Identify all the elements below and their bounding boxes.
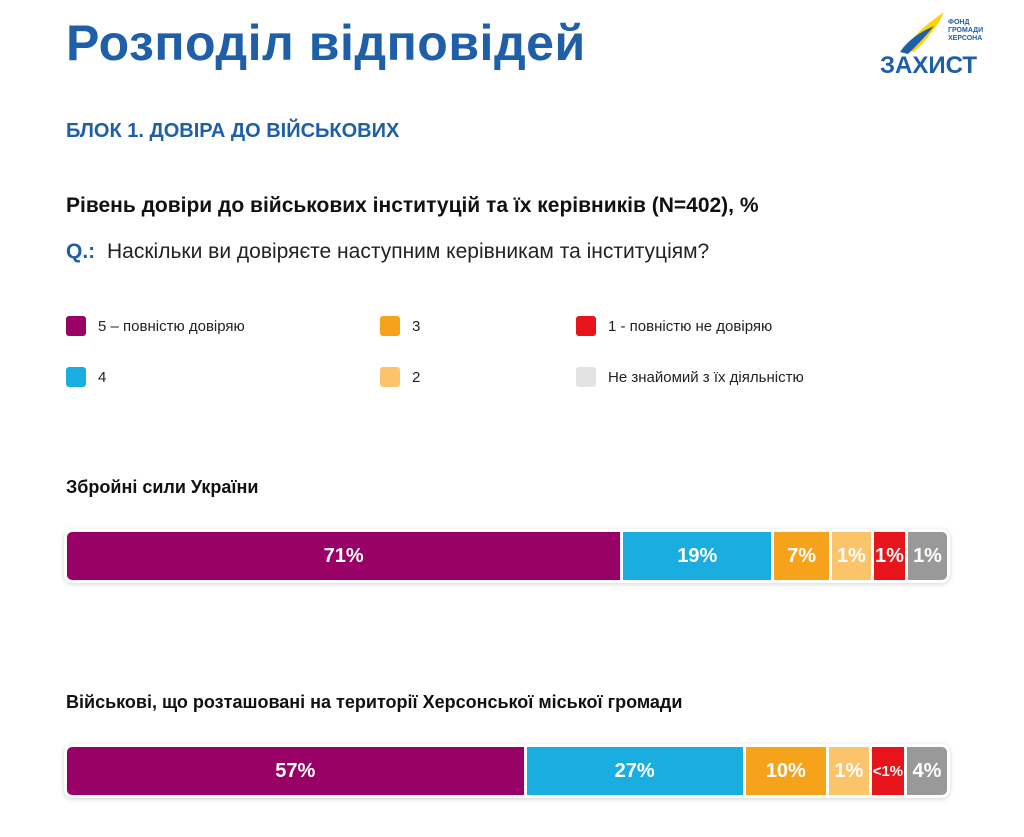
legend-item-2: 2: [380, 367, 420, 387]
svg-text:ЗАХИСТ: ЗАХИСТ: [880, 52, 977, 78]
bar-segment: 10%: [745, 747, 826, 795]
svg-text:ФОНД: ФОНД: [948, 19, 969, 26]
legend-item-5: 5 – повністю довіряю: [66, 316, 245, 336]
bar-track: 71% 19% 7% 1% 1% 1%: [67, 532, 947, 580]
legend-label: Не знайомий з їх діяльністю: [608, 368, 804, 386]
stacked-bar-local-military: 57% 27% 10% 1% <1% 4%: [64, 744, 950, 798]
bar-segment: 7%: [774, 532, 829, 580]
legend-swatch: [66, 367, 86, 387]
page-title: Розподіл відповідей: [66, 15, 586, 71]
bar-segment: 1%: [831, 532, 871, 580]
svg-text:ГРОМАДИ: ГРОМАДИ: [948, 27, 983, 34]
bar-segment: 1%: [828, 747, 869, 795]
block-title: БЛОК 1. ДОВІРА ДО ВІЙСЬКОВИХ: [66, 120, 400, 142]
logo: ФОНД ГРОМАДИ ХЕРСОНА ЗАХИСТ: [878, 6, 998, 79]
legend-label: 5 – повністю довіряю: [98, 317, 245, 335]
legend-label: 1 - повністю не довіряю: [608, 317, 773, 335]
bar-segment: <1%: [871, 747, 904, 795]
bar-segment: 57%: [67, 747, 524, 795]
legend-swatch: [66, 316, 86, 336]
question-prefix: Q.:: [66, 240, 96, 263]
logo-mark-icon: ФОНД ГРОМАДИ ХЕРСОНА ЗАХИСТ: [880, 12, 983, 79]
question: Q.: Наскільки ви довіряєте наступним кер…: [66, 240, 709, 264]
legend-item-1: 1 - повністю не довіряю: [576, 316, 772, 336]
bar-segment: 27%: [526, 747, 743, 795]
stacked-bar-armed-forces: 71% 19% 7% 1% 1% 1%: [64, 529, 950, 583]
svg-text:ХЕРСОНА: ХЕРСОНА: [948, 35, 982, 42]
row-label-local-military: Військові, що розташовані на території Х…: [66, 692, 683, 712]
legend-label: 2: [412, 368, 421, 386]
bar-segment: 71%: [67, 532, 621, 580]
legend-swatch: [380, 316, 400, 336]
bar-segment: 1%: [908, 532, 947, 580]
legend-swatch: [576, 367, 596, 387]
bar-segment: 4%: [906, 747, 947, 795]
question-text: Наскільки ви довіряєте наступним керівни…: [107, 240, 710, 263]
legend-label: 3: [412, 317, 421, 335]
legend-label: 4: [98, 368, 107, 386]
bar-segment: 19%: [623, 532, 772, 580]
bar-track: 57% 27% 10% 1% <1% 4%: [67, 747, 947, 795]
legend-swatch: [380, 367, 400, 387]
chart-title: Рівень довіри до військових інституцій т…: [66, 194, 759, 217]
row-label-armed-forces: Збройні сили України: [66, 477, 259, 497]
legend-item-4: 4: [66, 367, 106, 387]
legend-swatch: [576, 316, 596, 336]
legend-item-3: 3: [380, 316, 420, 336]
bar-segment: 1%: [873, 532, 906, 580]
legend-item-unfamiliar: Не знайомий з їх діяльністю: [576, 367, 804, 387]
